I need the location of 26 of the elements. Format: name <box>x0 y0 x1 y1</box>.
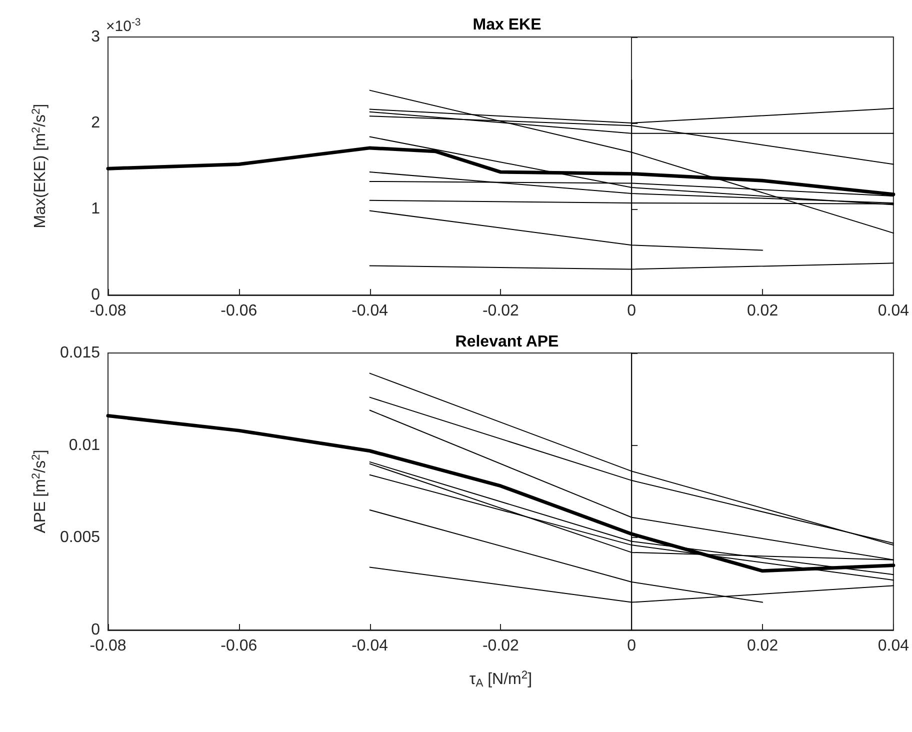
y-tick-label: 0.01 <box>68 436 100 454</box>
y-tick-label: 3 <box>91 28 100 46</box>
x-tick-label: 0.02 <box>746 638 778 654</box>
chart-title: Max EKE <box>472 16 542 34</box>
x-tick-label: -0.04 <box>352 638 388 654</box>
y-tick-label: 0 <box>91 622 100 638</box>
x-tick-label: -0.08 <box>90 302 126 320</box>
x-tick-label: -0.06 <box>220 638 258 654</box>
x-tick-label: -0.06 <box>220 302 258 320</box>
y-tick-label: 0.015 <box>60 344 100 362</box>
x-tick-label: 0 <box>627 638 636 654</box>
x-tick-label: -0.02 <box>482 638 520 654</box>
y-tick-label: 1 <box>91 200 100 218</box>
y-axis-title: APE [m2/s2] <box>30 450 49 534</box>
y-tick-label: 0 <box>91 286 100 304</box>
x-tick-label: 0 <box>627 302 636 320</box>
x-tick-label: 0.04 <box>878 638 910 654</box>
y-tick-label: 0.005 <box>60 529 100 546</box>
chart-title: Relevant APE <box>455 334 560 350</box>
x-tick-label: -0.02 <box>482 302 520 320</box>
x-tick-label: -0.08 <box>90 638 126 654</box>
x-tick-label: -0.04 <box>352 302 388 320</box>
x-tick-label: 0.04 <box>878 302 910 320</box>
y-axis-title: Max(EKE) [m2/s2] <box>30 104 49 228</box>
x-tick-label: 0.02 <box>746 302 778 320</box>
y-tick-label: 2 <box>91 114 100 132</box>
